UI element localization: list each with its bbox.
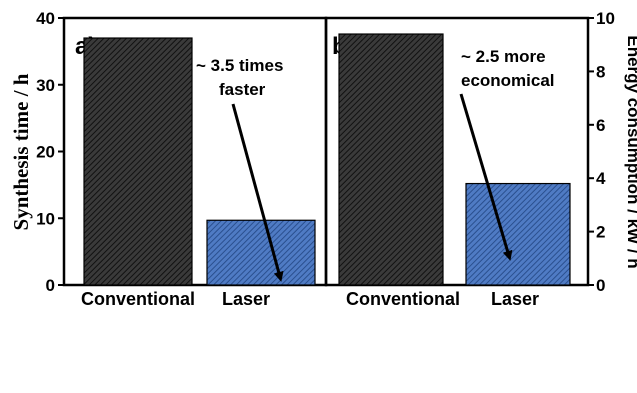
- y-axis-label-left: Synthesis time / h: [9, 73, 33, 230]
- panel-b-category-label: Laser: [491, 289, 539, 309]
- panel-b-ytick-label: 2: [596, 223, 605, 242]
- panel-a-annotation-line2: faster: [219, 80, 266, 99]
- panel-a-category-label: Conventional: [81, 289, 195, 309]
- panel-b-arrow: [459, 93, 513, 261]
- panel-b-ytick-label: 4: [596, 169, 606, 188]
- panel-b-frame: [324, 16, 590, 287]
- panel-b-category-label: Conventional: [346, 289, 460, 309]
- panel-a-arrow: [231, 103, 284, 282]
- panel-b-ytick-label: 6: [596, 116, 605, 135]
- panel-b-bar-laser: [465, 182, 571, 286]
- panel-b-annotation-line1: ~ 2.5 more: [461, 47, 546, 66]
- panel-a-ytick-label: 0: [46, 276, 55, 295]
- panel-a-bar-laser: [206, 219, 316, 286]
- panel-b-annotation-line2: economical: [461, 71, 555, 90]
- panel-b-ytick-label: 8: [596, 62, 605, 81]
- panel-b-ytick-label: 0: [596, 276, 605, 295]
- panel-a-ytick-label: 30: [36, 76, 55, 95]
- y-axis-label-right: Energy consumption / kW / h: [624, 35, 637, 268]
- panel-b-ytick-label: 10: [596, 9, 615, 28]
- panel-a-ytick-label: 20: [36, 143, 55, 162]
- panel-a-annotation-line1: ~ 3.5 times: [196, 56, 283, 75]
- panel-a-ytick-label: 10: [36, 209, 55, 228]
- panel-a-category-label: Laser: [222, 289, 270, 309]
- panel-a-bar-conventional: [83, 37, 193, 286]
- panel-a-ytick-label: 40: [36, 9, 55, 28]
- panel-b-bar-conventional: [338, 33, 444, 286]
